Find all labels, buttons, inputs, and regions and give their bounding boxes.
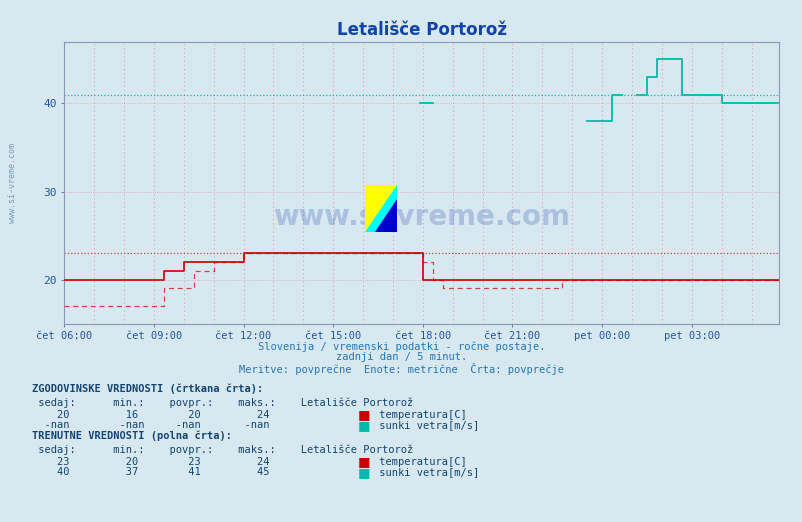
Text: ■: ■ xyxy=(357,455,370,468)
Text: 20         16        20         24: 20 16 20 24 xyxy=(32,410,269,420)
Text: ZGODOVINSKE VREDNOSTI (črtkana črta):: ZGODOVINSKE VREDNOSTI (črtkana črta): xyxy=(32,384,263,394)
Text: -nan        -nan     -nan       -nan: -nan -nan -nan -nan xyxy=(32,420,269,430)
Text: ■: ■ xyxy=(357,466,370,479)
Polygon shape xyxy=(365,185,397,232)
Text: www.si-vreme.com: www.si-vreme.com xyxy=(273,203,569,231)
Text: www.si-vreme.com: www.si-vreme.com xyxy=(7,143,17,223)
Text: 40         37        41         45: 40 37 41 45 xyxy=(32,467,269,477)
Text: TRENUTNE VREDNOSTI (polna črta):: TRENUTNE VREDNOSTI (polna črta): xyxy=(32,431,232,441)
Text: ■: ■ xyxy=(357,408,370,421)
Title: Letališče Portorož: Letališče Portorož xyxy=(336,21,506,39)
Text: Slovenija / vremenski podatki - ročne postaje.: Slovenija / vremenski podatki - ročne po… xyxy=(257,342,545,352)
Text: sunki vetra[m/s]: sunki vetra[m/s] xyxy=(373,420,479,430)
Polygon shape xyxy=(375,199,397,232)
Text: ■: ■ xyxy=(357,419,370,432)
Text: temperatura[C]: temperatura[C] xyxy=(373,410,467,420)
Text: Meritve: povprečne  Enote: metrične  Črta: povprečje: Meritve: povprečne Enote: metrične Črta:… xyxy=(239,363,563,375)
Text: sunki vetra[m/s]: sunki vetra[m/s] xyxy=(373,467,479,477)
Text: temperatura[C]: temperatura[C] xyxy=(373,457,467,467)
Polygon shape xyxy=(365,185,397,232)
Text: 23         20        23         24: 23 20 23 24 xyxy=(32,457,269,467)
Text: sedaj:      min.:    povpr.:    maks.:    Letališče Portorož: sedaj: min.: povpr.: maks.: Letališče Po… xyxy=(32,398,413,408)
Text: sedaj:      min.:    povpr.:    maks.:    Letališče Portorož: sedaj: min.: povpr.: maks.: Letališče Po… xyxy=(32,445,413,455)
Text: zadnji dan / 5 minut.: zadnji dan / 5 minut. xyxy=(335,352,467,362)
